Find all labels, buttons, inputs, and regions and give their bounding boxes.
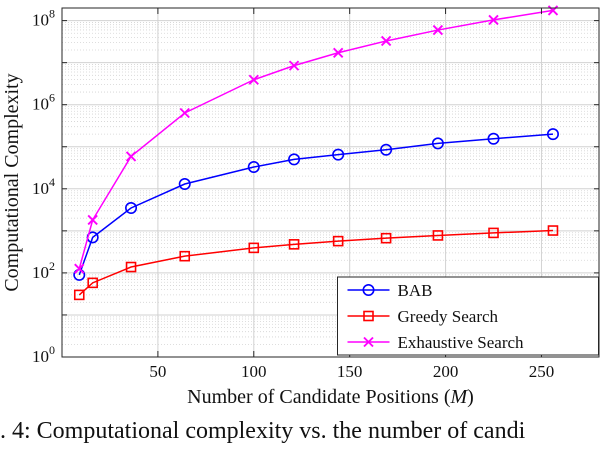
complexity-chart: 50 100 150 200 250 100 102 104 106 108 Number of C…: [1, 5, 600, 408]
figure-caption: . 4: Computational complexity vs. the nu…: [0, 418, 526, 444]
svg-text:100: 100: [241, 362, 267, 381]
legend-label: Greedy Search: [398, 307, 499, 326]
legend-label: Exhaustive Search: [398, 333, 525, 352]
y-axis-label: Computational Complexity: [1, 73, 23, 291]
svg-text:200: 200: [433, 362, 459, 381]
series-greedy-search: [73, 225, 559, 301]
legend: BAB Greedy Search Exhaustive Search: [337, 276, 599, 356]
svg-text:50: 50: [149, 362, 166, 381]
y-tick-labels: 100 102 104 106 108: [32, 7, 55, 366]
svg-text:250: 250: [529, 362, 555, 381]
series-exhaustive-search: [74, 5, 559, 274]
svg-text:100: 100: [32, 343, 55, 366]
x-axis-label: Number of Candidate Positions (M): [187, 386, 474, 408]
svg-text:106: 106: [32, 91, 55, 114]
svg-text:150: 150: [337, 362, 363, 381]
svg-text:102: 102: [32, 259, 55, 282]
svg-text:108: 108: [32, 7, 55, 30]
x-tick-labels: 50 100 150 200 250: [149, 362, 554, 381]
legend-label: BAB: [398, 281, 433, 300]
svg-text:104: 104: [32, 175, 55, 198]
plot-border: [61, 7, 600, 358]
